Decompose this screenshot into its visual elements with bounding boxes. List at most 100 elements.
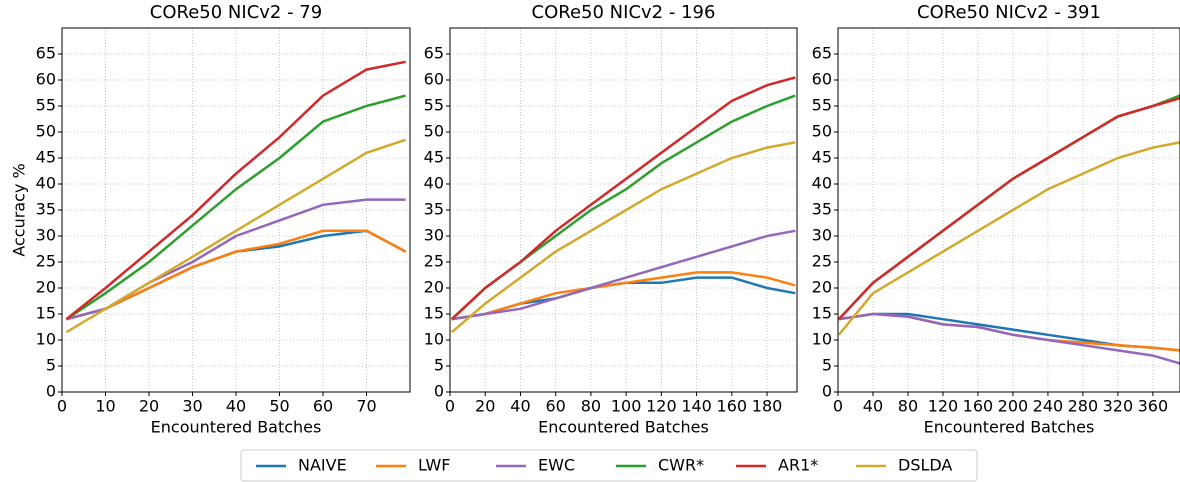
y-tick-label: 30 [36,226,56,245]
y-tick-label: 65 [424,44,444,63]
y-tick-label: 0 [822,382,832,401]
y-tick-label: 30 [424,226,444,245]
y-tick-label: 55 [812,96,832,115]
plot-frame [837,27,1180,393]
y-tick-label: 45 [36,148,56,167]
y-tick-label: 0 [46,382,56,401]
x-tick-label: 50 [269,397,289,416]
y-axis-label: Accuracy % [10,163,29,256]
x-axis-label: Encountered Batches [151,418,322,437]
series-line [838,312,1180,352]
series-line [837,94,1180,321]
y-tick-label: 10 [424,330,444,349]
y-tick-label: 0 [434,382,444,401]
y-tick-label: 35 [424,200,444,219]
x-axis-label: Encountered Batches [924,418,1095,437]
y-tick-label: 65 [812,44,832,63]
series-line [65,60,406,321]
x-tick-label: 200 [998,397,1029,416]
y-tick-label: 10 [36,330,56,349]
legend-label: NAIVE [298,456,347,475]
y-tick-label: 45 [424,148,444,167]
x-tick-label: 40 [510,397,530,416]
y-tick-label: 25 [36,252,56,271]
x-tick-label: 0 [833,397,843,416]
y-tick-label: 5 [46,356,56,375]
series-line [451,271,796,321]
y-tick-label: 50 [36,122,56,141]
y-tick-label: 45 [812,148,832,167]
y-tick-label: 20 [424,278,444,297]
x-tick-label: 70 [356,397,376,416]
y-tick-label: 35 [812,200,832,219]
y-tick-label: 15 [36,304,56,323]
legend-label: AR1* [778,456,818,475]
y-tick-label: 35 [36,200,56,219]
legend-label: LWF [418,456,450,475]
y-tick-label: 20 [36,278,56,297]
x-tick-label: 20 [139,397,159,416]
y-tick-label: 55 [36,96,56,115]
x-tick-label: 0 [57,397,67,416]
x-tick-label: 80 [581,397,601,416]
x-tick-label: 30 [182,397,202,416]
y-tick-label: 40 [424,174,444,193]
plot-frame [449,27,798,393]
x-tick-label: 180 [752,397,783,416]
series-line [837,141,1180,336]
legend-label: EWC [538,456,575,475]
legend-label: DSLDA [898,456,952,475]
series-line [450,76,796,321]
y-tick-label: 50 [812,122,832,141]
y-tick-label: 30 [812,226,832,245]
series-line [838,312,1180,365]
x-tick-label: 280 [1068,397,1099,416]
x-tick-label: 60 [313,397,333,416]
x-tick-label: 80 [898,397,918,416]
legend-label: CWR* [658,456,704,475]
y-tick-label: 60 [424,70,444,89]
series-line [450,94,796,321]
x-tick-label: 20 [475,397,495,416]
x-tick-label: 240 [1033,397,1064,416]
chart-title: CORe50 NICv2 - 79 [150,2,322,23]
y-tick-label: 60 [36,70,56,89]
x-tick-label: 40 [863,397,883,416]
y-tick-label: 5 [822,356,832,375]
x-tick-label: 160 [963,397,994,416]
series-line [66,229,407,321]
y-tick-label: 15 [424,304,444,323]
y-tick-label: 50 [424,122,444,141]
y-tick-label: 40 [36,174,56,193]
x-tick-label: 0 [445,397,455,416]
x-tick-label: 320 [1103,397,1134,416]
x-axis-label: Encountered Batches [538,418,709,437]
x-tick-label: 40 [226,397,246,416]
x-tick-label: 10 [95,397,115,416]
chart-title: CORe50 NICv2 - 196 [532,2,716,23]
series-line [450,141,796,334]
x-tick-label: 160 [717,397,748,416]
x-tick-label: 60 [546,397,566,416]
y-tick-label: 60 [812,70,832,89]
x-tick-label: 120 [928,397,959,416]
x-tick-label: 120 [646,397,677,416]
plot-frame [61,27,411,393]
y-tick-label: 15 [812,304,832,323]
y-tick-label: 25 [812,252,832,271]
x-tick-label: 100 [611,397,642,416]
x-tick-label: 360 [1138,397,1169,416]
y-tick-label: 55 [424,96,444,115]
chart-title: CORe50 NICv2 - 391 [917,2,1101,23]
series-line [65,138,407,334]
y-tick-label: 65 [36,44,56,63]
y-tick-label: 25 [424,252,444,271]
y-tick-label: 5 [434,356,444,375]
series-line [451,229,796,321]
series-line [837,96,1180,321]
series-line [65,94,406,321]
y-tick-label: 20 [812,278,832,297]
x-tick-label: 140 [681,397,712,416]
y-tick-label: 10 [812,330,832,349]
